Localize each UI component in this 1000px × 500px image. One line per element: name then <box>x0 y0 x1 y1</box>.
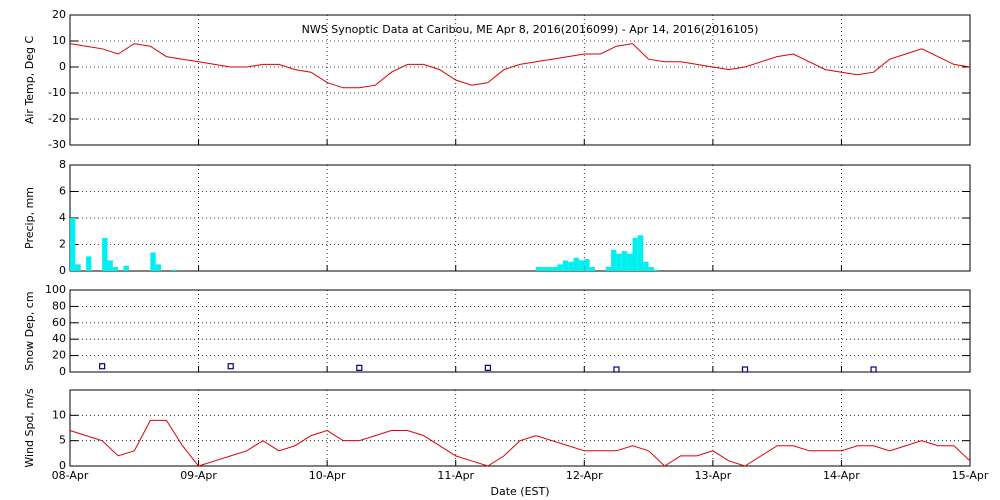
bar <box>86 256 92 271</box>
y-tick-label: 10 <box>52 408 66 421</box>
bar <box>637 235 644 271</box>
y-tick-label: 6 <box>59 185 66 198</box>
y-tick-label: -30 <box>48 138 66 151</box>
bar <box>616 253 622 271</box>
x-tick-label: 12-Apr <box>566 469 603 482</box>
y-tick-label: 20 <box>52 8 66 21</box>
point <box>870 366 877 373</box>
y-tick-label: 40 <box>52 332 66 345</box>
point <box>356 364 363 371</box>
y-tick-label: -20 <box>48 112 66 125</box>
y-tick-label: 0 <box>59 264 66 277</box>
data-line <box>69 419 971 467</box>
y-axis-label: Snow Dep, cm <box>23 291 36 370</box>
x-tick-label: 14-Apr <box>823 469 860 482</box>
x-tick-label: 10-Apr <box>309 469 346 482</box>
y-axis-label: Precip, mm <box>23 187 36 249</box>
y-tick-label: -10 <box>48 86 66 99</box>
bar <box>611 249 617 271</box>
bar <box>648 267 654 271</box>
bar <box>643 261 649 271</box>
chart-title: NWS Synoptic Data at Caribou, ME Apr 8, … <box>302 23 759 36</box>
data-line <box>69 43 971 89</box>
y-tick-label: 60 <box>52 316 66 329</box>
bar <box>155 264 162 271</box>
y-tick-label: 0 <box>59 60 66 73</box>
point <box>613 366 620 373</box>
bar <box>541 267 547 271</box>
y-tick-label: 80 <box>52 299 66 312</box>
y-tick-label: 20 <box>52 349 66 362</box>
bar <box>562 260 569 271</box>
bar <box>70 218 76 271</box>
y-tick-label: 10 <box>52 34 66 47</box>
x-tick-label: 08-Apr <box>52 469 89 482</box>
bar <box>546 267 553 271</box>
bar <box>171 269 178 271</box>
bar <box>589 267 595 271</box>
bar <box>578 260 585 271</box>
y-tick-label: 0 <box>59 365 66 378</box>
y-tick-label: 4 <box>59 211 66 224</box>
y-axis-label: Wind Spd, m/s <box>23 388 36 468</box>
point <box>484 364 491 371</box>
y-tick-label: 8 <box>59 158 66 171</box>
bar <box>557 264 563 271</box>
bar <box>150 252 156 271</box>
y-tick-label: 5 <box>59 434 66 447</box>
x-axis-label: Date (EST) <box>490 485 549 498</box>
y-tick-label: 2 <box>59 238 66 251</box>
plot-frame <box>69 389 971 467</box>
bar <box>605 267 612 271</box>
y-axis-label: Air Temp, Deg C <box>23 36 36 125</box>
bar <box>584 259 590 271</box>
bar <box>568 261 574 271</box>
y-tick-label: 0 <box>59 459 66 472</box>
bar <box>107 260 113 271</box>
y-tick-label: 100 <box>45 283 66 296</box>
bar <box>627 253 633 271</box>
bar <box>653 269 660 271</box>
point <box>741 366 749 373</box>
x-tick-label: 13-Apr <box>694 469 731 482</box>
plot-frame <box>69 289 971 373</box>
plot-frame <box>69 14 971 146</box>
bar <box>573 257 579 271</box>
bar <box>632 237 638 271</box>
x-tick-label: 09-Apr <box>180 469 217 482</box>
x-tick-label: 11-Apr <box>437 469 474 482</box>
bar <box>123 265 129 271</box>
bar <box>75 264 81 271</box>
bar <box>102 237 108 271</box>
bar <box>536 267 542 271</box>
x-tick-label: 15-Apr <box>952 469 989 482</box>
point <box>227 363 234 370</box>
bar <box>621 251 628 271</box>
bar <box>112 267 119 271</box>
point <box>99 363 106 370</box>
bar <box>552 267 558 271</box>
